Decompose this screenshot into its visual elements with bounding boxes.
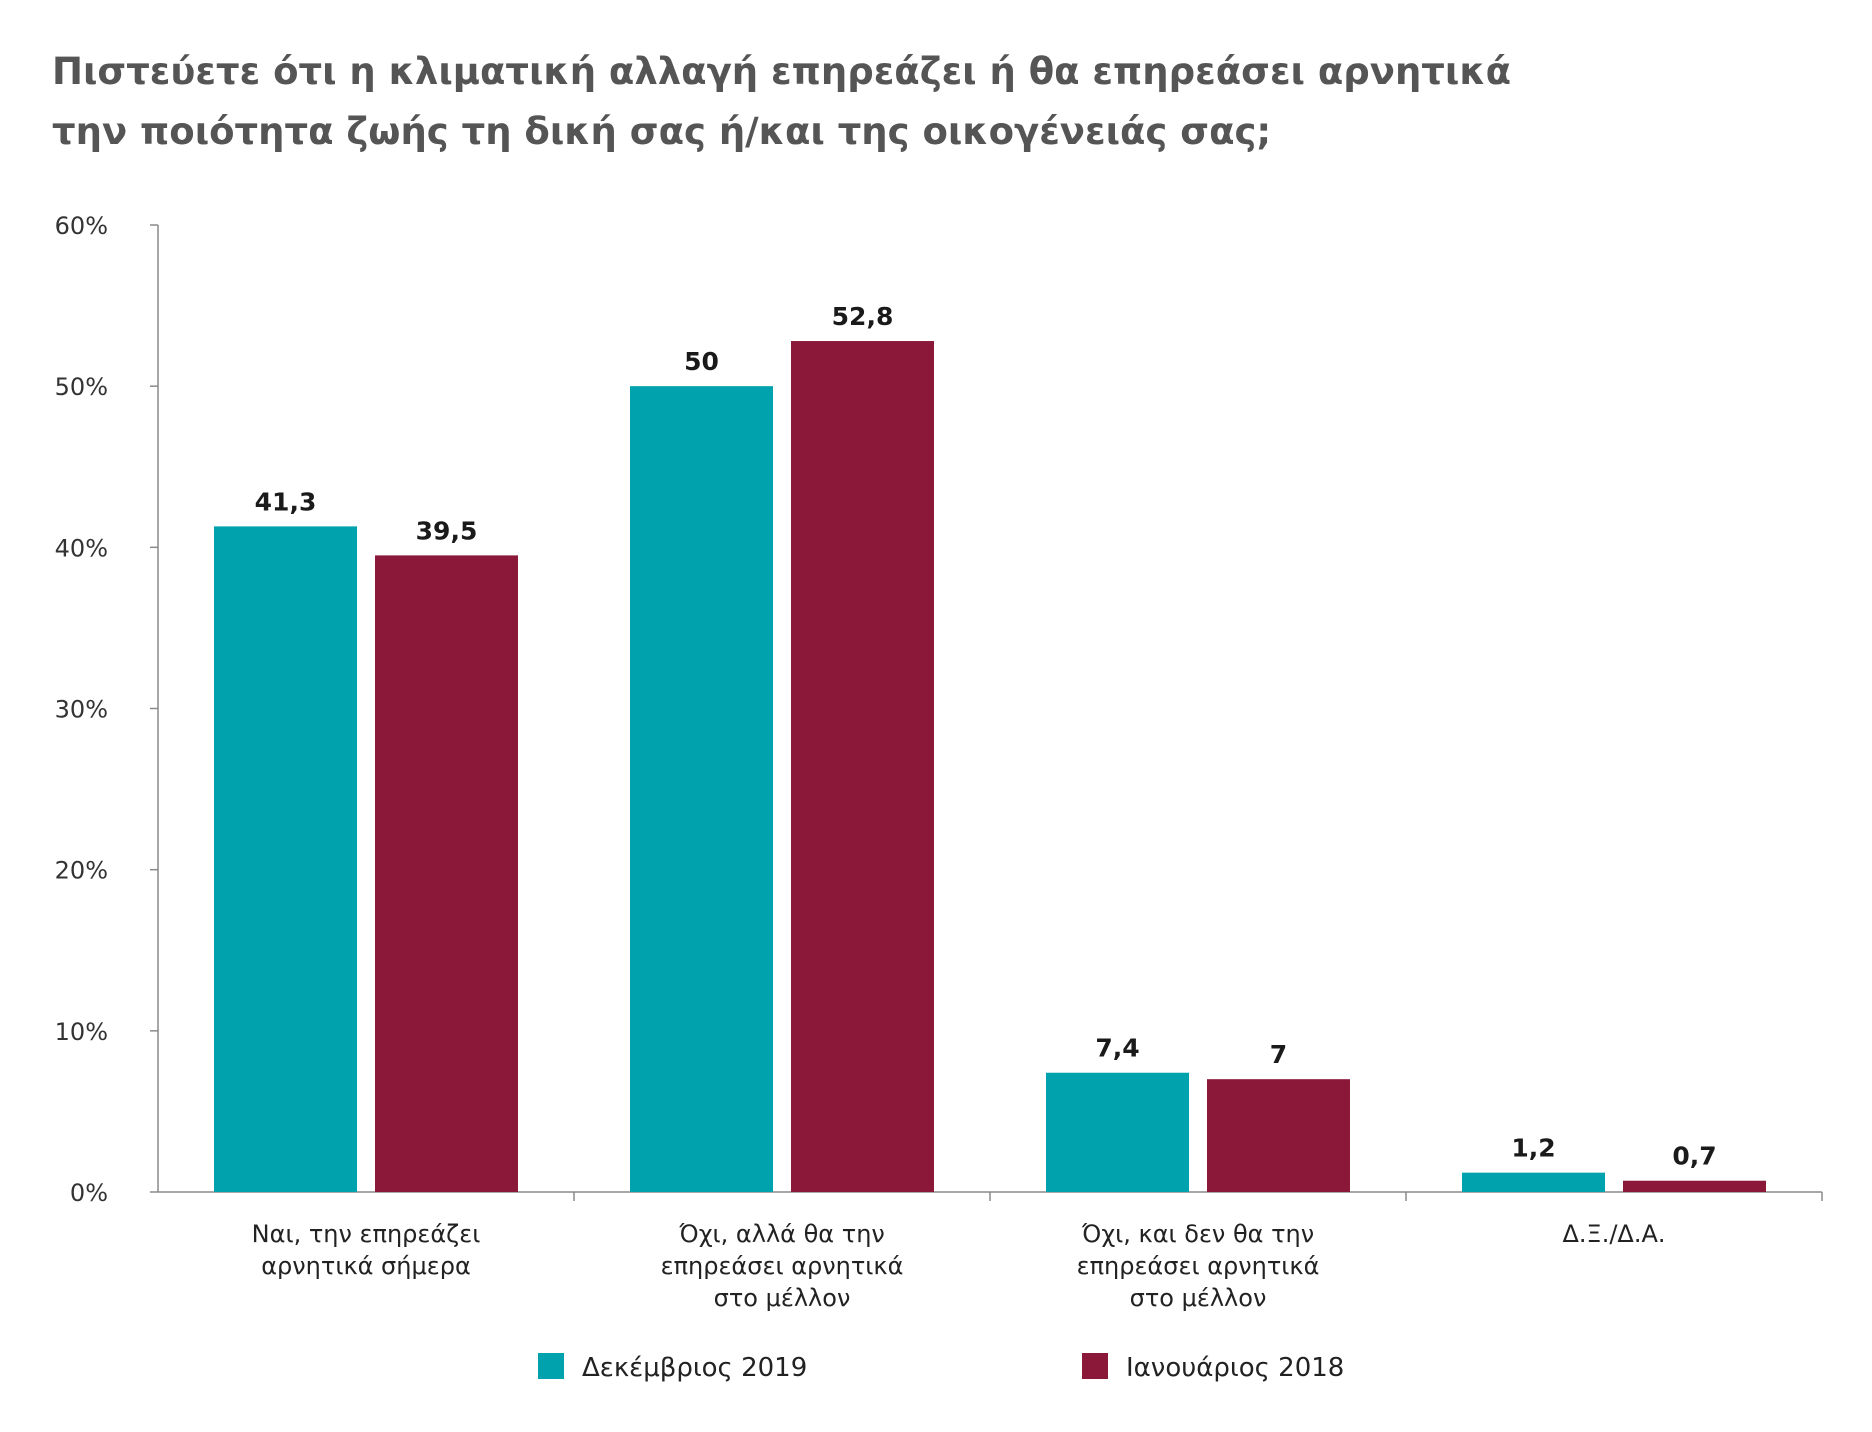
value-labels: 41,3 39,5 50 52,8 7,4 7 1,2 0,7 [255, 302, 1717, 1171]
bar-dec-2019 [1462, 1172, 1605, 1192]
legend-swatch [538, 1353, 564, 1379]
bar-dec-2019 [214, 526, 357, 1192]
y-tick-label: 60% [55, 212, 108, 240]
y-tick-label: 0% [70, 1179, 108, 1207]
bars [214, 341, 1766, 1193]
y-tick-label: 40% [55, 534, 108, 562]
category-labels: Ναι, την επηρεάζει αρνητικά σήμερα Όχι, αλ… [252, 1220, 1666, 1312]
category-label: επηρεάσει αρνητικά [661, 1252, 904, 1280]
data-label: 39,5 [416, 516, 478, 545]
y-tick-label: 20% [55, 857, 108, 885]
chart-title-line-1: Πιστεύετε ότι η κλιματική αλλαγή επηρεάζ… [52, 50, 1512, 93]
bar-jan-2018 [791, 341, 934, 1192]
legend-label: Δεκέμβριος 2019 [582, 1353, 807, 1383]
bar-jan-2018 [375, 555, 518, 1192]
category-label: Ναι, την επηρεάζει [252, 1220, 481, 1248]
y-tick-label: 30% [55, 696, 108, 724]
bar-jan-2018 [1207, 1079, 1350, 1192]
chart-title-line-2: την ποιότητα ζωής τη δική σας ή/και της … [52, 110, 1272, 153]
data-label: 50 [684, 347, 719, 376]
category-label: Δ.Ξ./Δ.Α. [1562, 1220, 1665, 1248]
legend: Δεκέμβριος 2019 Ιανουάριος 2018 [538, 1353, 1344, 1383]
category-label: στο μέλλον [714, 1284, 851, 1312]
y-tick-label: 50% [55, 373, 108, 401]
legend-label: Ιανουάριος 2018 [1126, 1353, 1344, 1383]
chart-title: Πιστεύετε ότι η κλιματική αλλαγή επηρεάζ… [52, 42, 1752, 162]
data-label: 41,3 [255, 487, 317, 516]
data-label: 7 [1270, 1040, 1287, 1069]
category-label: αρνητικά σήμερα [261, 1252, 471, 1280]
x-axis [158, 1191, 1823, 1201]
y-tick-label: 10% [55, 1018, 108, 1046]
bar-dec-2019 [630, 386, 773, 1193]
data-label: 0,7 [1672, 1142, 1716, 1171]
data-label: 7,4 [1095, 1034, 1139, 1063]
category-label: Όχι, και δεν θα την [1081, 1220, 1314, 1248]
bar-jan-2018 [1623, 1180, 1766, 1192]
category-label: επηρεάσει αρνητικά [1077, 1252, 1320, 1280]
category-label: Όχι, αλλά θα την [678, 1220, 885, 1248]
y-axis: 0% 10% 20% 30% 40% 50% 60% [55, 212, 159, 1207]
category-label: στο μέλλον [1130, 1284, 1267, 1312]
data-label: 52,8 [832, 302, 894, 331]
legend-swatch [1082, 1353, 1108, 1379]
data-label: 1,2 [1511, 1134, 1555, 1163]
bar-dec-2019 [1046, 1072, 1189, 1192]
